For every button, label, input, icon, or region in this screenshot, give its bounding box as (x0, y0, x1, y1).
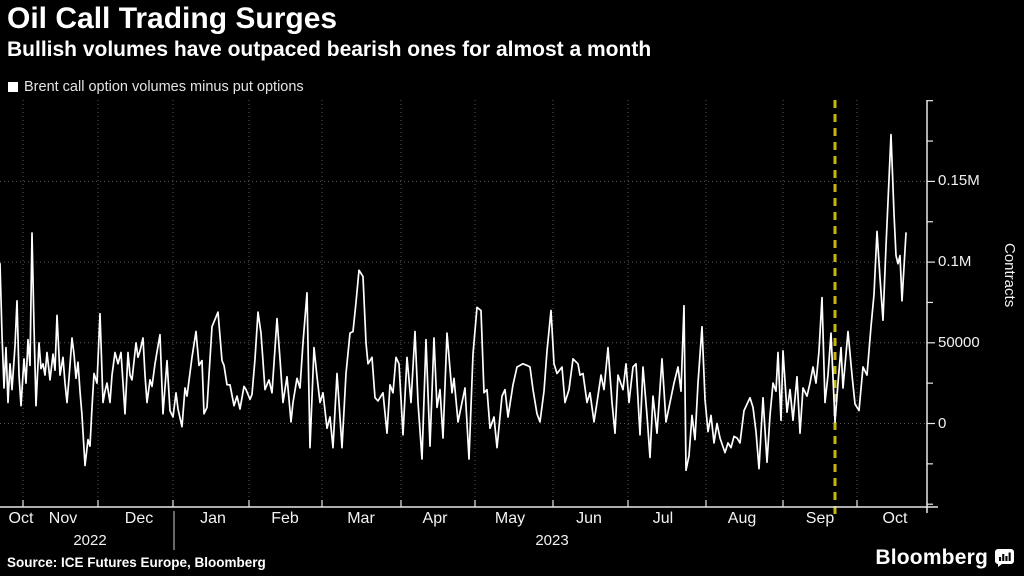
x-axis-month-label: Mar (347, 510, 375, 527)
x-axis-month-label: Jul (652, 510, 674, 527)
y-axis-tick-label: 0 (938, 415, 947, 432)
x-axis-month-label: Sep (805, 510, 835, 527)
x-axis-month-label: Apr (422, 510, 448, 527)
x-axis-month-label: Dec (124, 510, 154, 527)
x-axis-month-label: Aug (727, 510, 757, 527)
series-line (0, 133, 907, 472)
bloomberg-wordmark: Bloomberg (875, 546, 988, 569)
chart-title: Oil Call Trading Surges (7, 2, 338, 35)
y-axis-tick-label: 50000 (938, 334, 980, 351)
x-axis-month-label: Jan (200, 510, 226, 527)
x-axis-month-label: Oct (8, 510, 34, 527)
x-axis-month-label: Oct (882, 510, 908, 527)
legend-label: Brent call option volumes minus put opti… (24, 79, 304, 95)
x-axis-month-label: Nov (48, 510, 78, 527)
source-note: Source: ICE Futures Europe, Bloomberg (7, 555, 266, 570)
legend-swatch-icon (8, 82, 18, 92)
x-axis-year-label: 2023 (535, 532, 569, 549)
bloomberg-bars-icon (995, 549, 1014, 567)
x-axis-month-label: Feb (271, 510, 299, 527)
chart-subtitle: Bullish volumes have outpaced bearish on… (7, 38, 652, 61)
x-axis-year-label: 2022 (73, 532, 107, 549)
bloomberg-logo: Bloomberg (875, 546, 1014, 570)
legend: Brent call option volumes minus put opti… (8, 79, 304, 95)
x-axis-month-label: May (494, 510, 526, 527)
x-axis-month-label: Jun (576, 510, 602, 527)
y-axis-tick-label: 0.1M (938, 253, 972, 270)
y-axis-title: Contracts (1001, 243, 1018, 308)
y-axis-tick-label: 0.15M (938, 172, 980, 189)
